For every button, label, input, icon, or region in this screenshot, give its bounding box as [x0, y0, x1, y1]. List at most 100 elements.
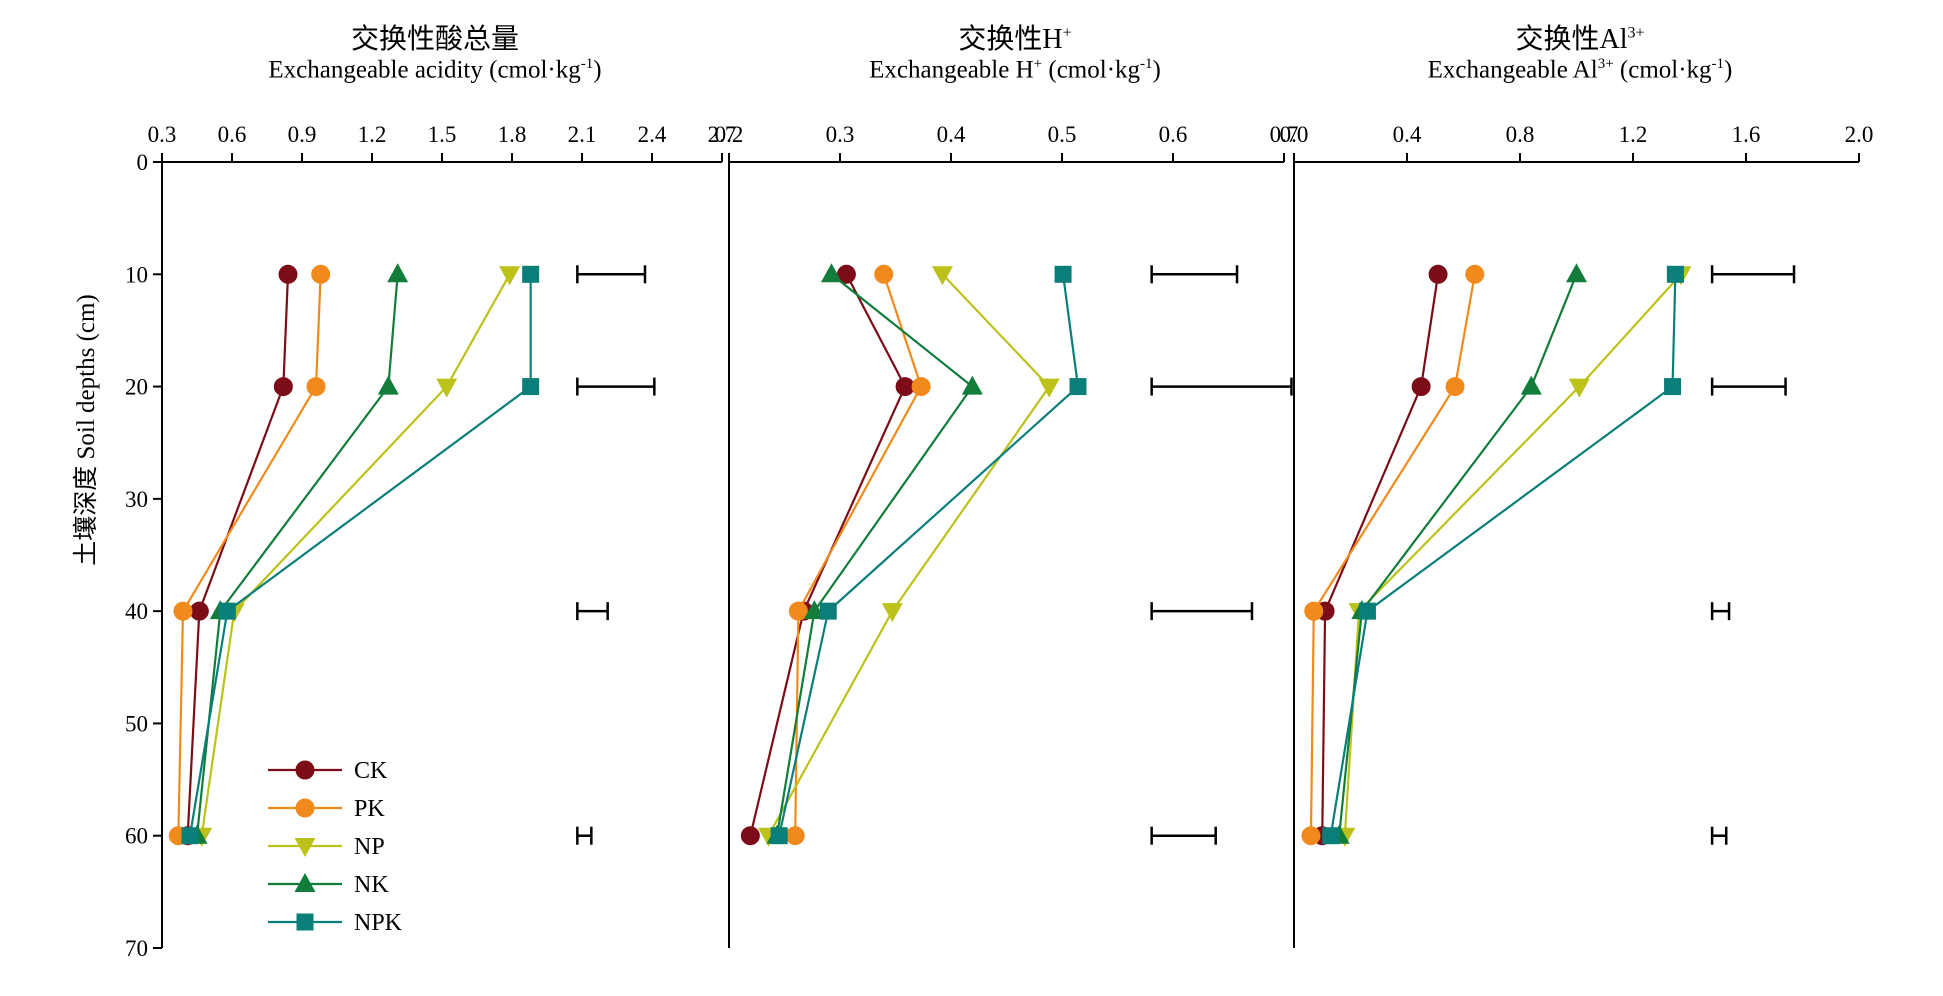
panel-3-x-tick-label-5: 2.0: [1845, 122, 1874, 147]
y-tick-label-50: 50: [125, 711, 148, 736]
panel-3-point-npk-60: [1322, 827, 1340, 845]
panel-3-line-ck: [1321, 274, 1440, 836]
panel-3-title-zh-main: 交换性Al: [1515, 24, 1628, 55]
panel-1-x-tick-label-3: 1.2: [358, 122, 387, 147]
y-tick-label-60: 60: [125, 824, 148, 849]
panel-1-x-tick-label-2: 0.9: [288, 122, 317, 147]
panel-1-x-tick-label-8: 2.7: [708, 122, 737, 147]
panel-3-x-tick-label-2: 0.8: [1506, 122, 1535, 147]
y-tick-label-20: 20: [125, 375, 148, 400]
panel-3-point-np-20: [1568, 378, 1590, 398]
panel-2-point-ck-20: [895, 377, 915, 397]
panel-3-title-en-mid: (cmol·kg: [1613, 56, 1712, 84]
legend-marker-pk: [295, 798, 315, 818]
panel-2-line-nk: [775, 273, 974, 836]
panel-3-point-ck-10: [1428, 264, 1448, 284]
panel-1-point-ck-10: [278, 264, 298, 284]
panel-3-title-en-tail: ): [1724, 56, 1733, 84]
panel-1-title-en-tail: ): [593, 56, 602, 84]
legend-marker-ck: [295, 760, 315, 780]
legend-label-nk: NK: [354, 872, 389, 898]
panel-1-title: 交换性酸总量 Exchangeable acidity (cmol·kg-1): [225, 24, 645, 85]
panel-3-title-en-sup: -1: [1711, 56, 1725, 73]
panel-3-x-tick-label-1: 0.4: [1393, 122, 1422, 147]
panel-2-x-tick-label-3: 0.5: [1048, 122, 1077, 147]
panel-2-x-tick-label-1: 0.3: [826, 122, 855, 147]
panel-3-point-nk-20: [1520, 375, 1542, 395]
panel-1-title-en: Exchangeable acidity (cmol·kg-1): [225, 56, 645, 85]
panel-1-line-np: [200, 273, 511, 836]
panel-2-title-en-sup: -1: [1140, 56, 1153, 73]
panel-3-title-zh-sup: 3+: [1627, 24, 1645, 42]
panel-2-point-np-40: [881, 603, 903, 623]
y-tick-label-0: 0: [137, 150, 149, 175]
panel-1-point-np-20: [436, 378, 458, 398]
panel-2-x-tick-label-5: 0.7: [1270, 122, 1299, 147]
legend-label-pk: PK: [354, 796, 385, 822]
panel-2-point-pk-40: [788, 601, 808, 621]
panel-1-point-ck-40: [189, 601, 209, 621]
y-tick-label-10: 10: [125, 262, 148, 287]
panel-3-x-tick-label-0: 0.0: [1280, 122, 1309, 147]
panel-1-point-nk-20: [377, 375, 399, 395]
panel-3-title-en-sup1: 3+: [1597, 56, 1614, 73]
panel-1-x-tick-label-6: 2.1: [568, 122, 597, 147]
panel-2-line-ck: [749, 273, 907, 836]
panel-1-point-npk-40: [218, 602, 236, 620]
panel-1-title-en-main: Exchangeable acidity (cmol·kg: [268, 56, 581, 84]
panel-2-title-en-tail: ): [1152, 56, 1161, 84]
panel-2-title-zh: 交换性H+: [805, 24, 1225, 56]
panel-1-line-nk: [195, 274, 399, 836]
panel-3-line-np: [1343, 273, 1682, 836]
panel-3-point-pk-20: [1445, 377, 1465, 397]
panel-2-point-nk-40: [803, 600, 825, 620]
y-tick-label-40: 40: [125, 599, 148, 624]
y-tick-label-70: 70: [125, 936, 148, 961]
legend-label-ck: CK: [354, 758, 388, 784]
panel-3-line-pk: [1309, 274, 1476, 836]
legend-label-npk: NPK: [354, 910, 403, 936]
panel-2-title-en-main: Exchangeable H: [869, 56, 1034, 84]
legend-label-np: NP: [354, 834, 385, 860]
panel-2-line-np: [767, 273, 1051, 837]
panel-2-point-np-20: [1038, 378, 1060, 398]
panel-1-point-npk-60: [181, 827, 199, 845]
panel-2-point-nk-20: [961, 375, 983, 395]
panel-2-title-en-sup1: +: [1033, 56, 1043, 73]
panel-3-title-en: Exchangeable Al3+ (cmol·kg-1): [1370, 56, 1790, 85]
panel-1-point-npk-20: [522, 378, 540, 396]
panel-1-line-npk: [188, 274, 532, 836]
panel-3-title: 交换性Al3+ Exchangeable Al3+ (cmol·kg-1): [1370, 24, 1790, 85]
panel-2-point-pk-10: [874, 264, 894, 284]
panel-1-point-pk-20: [306, 377, 326, 397]
panel-1-title-zh: 交换性酸总量: [350, 24, 519, 55]
panel-3-point-ck-20: [1411, 377, 1431, 397]
panel-2-point-npk-40: [819, 602, 837, 620]
panel-3-point-npk-10: [1666, 265, 1684, 283]
panel-2-title-en: Exchangeable H+ (cmol·kg-1): [805, 56, 1225, 85]
panel-2-line-npk: [778, 274, 1080, 836]
legend-marker-np: [294, 838, 316, 857]
panel-3-point-npk-20: [1664, 378, 1682, 396]
panel-1-point-nk-10: [387, 263, 409, 283]
panel-1-point-npk-10: [522, 265, 540, 283]
panel-2-title-en-mid: (cmol·kg: [1042, 56, 1141, 84]
panel-3-title-en-main: Exchangeable Al: [1427, 56, 1598, 84]
panel-3-point-pk-40: [1304, 601, 1324, 621]
panel-3-x-tick-label-4: 1.6: [1732, 122, 1761, 147]
panel-2-point-pk-20: [911, 377, 931, 397]
panel-1-point-np-10: [499, 266, 521, 286]
panel-3-line-npk: [1329, 274, 1677, 836]
panel-1-x-tick-label-0: 0.3: [148, 122, 177, 147]
panel-2-x-tick-label-4: 0.6: [1159, 122, 1188, 147]
legend-marker-npk: [296, 913, 314, 931]
panel-1-line-pk: [177, 274, 322, 836]
panel-2-title: 交换性H+ Exchangeable H+ (cmol·kg-1): [805, 24, 1225, 85]
panel-3-x-tick-label-3: 1.2: [1619, 122, 1648, 147]
panel-2-title-zh-main: 交换性H: [958, 24, 1063, 55]
panel-1-x-tick-label-5: 1.8: [498, 122, 527, 147]
panel-1-x-tick-label-1: 0.6: [218, 122, 247, 147]
panel-2-title-zh-sup: +: [1062, 24, 1072, 42]
